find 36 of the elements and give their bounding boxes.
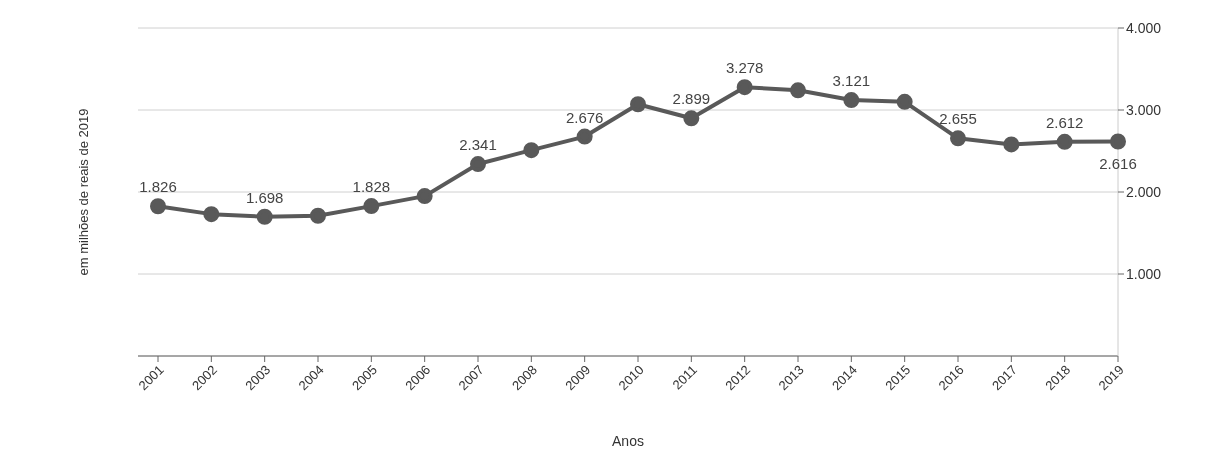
point	[256, 208, 273, 225]
y-tick-label: 2.000	[1126, 183, 1162, 200]
data-label: 2.655	[939, 110, 977, 128]
y-axis-title: em milhões de reais de 2019	[75, 108, 91, 276]
data-label: 3.278	[725, 59, 764, 77]
data-label: 2.676	[565, 108, 604, 126]
point	[203, 206, 220, 223]
point	[1056, 133, 1073, 150]
point	[416, 188, 433, 205]
point	[310, 207, 326, 224]
point	[896, 93, 913, 110]
data-label: 3.121	[832, 72, 871, 90]
y-tick-label: 3.000	[1126, 101, 1162, 118]
y-tick-label: 1.000	[1126, 265, 1162, 282]
data-label: 2.899	[672, 90, 711, 108]
point	[523, 142, 540, 159]
data-label: 2.341	[459, 136, 497, 154]
point	[950, 130, 966, 147]
point	[363, 198, 380, 215]
point	[576, 128, 593, 145]
point	[790, 82, 806, 99]
point	[843, 92, 860, 109]
point	[470, 156, 486, 173]
x-axis-title: Anos	[612, 433, 644, 449]
point	[736, 79, 753, 96]
point	[150, 198, 166, 215]
data-label: 2.612	[1045, 113, 1084, 131]
data-label: 1.698	[245, 188, 284, 206]
data-label: 1.826	[139, 178, 177, 196]
point	[1003, 136, 1020, 153]
data-label: 1.828	[352, 178, 391, 196]
point	[630, 96, 646, 113]
data-label: 2.616	[1099, 155, 1137, 173]
point	[683, 110, 700, 127]
y-tick-label: 4.000	[1126, 19, 1162, 36]
point	[1110, 133, 1126, 150]
